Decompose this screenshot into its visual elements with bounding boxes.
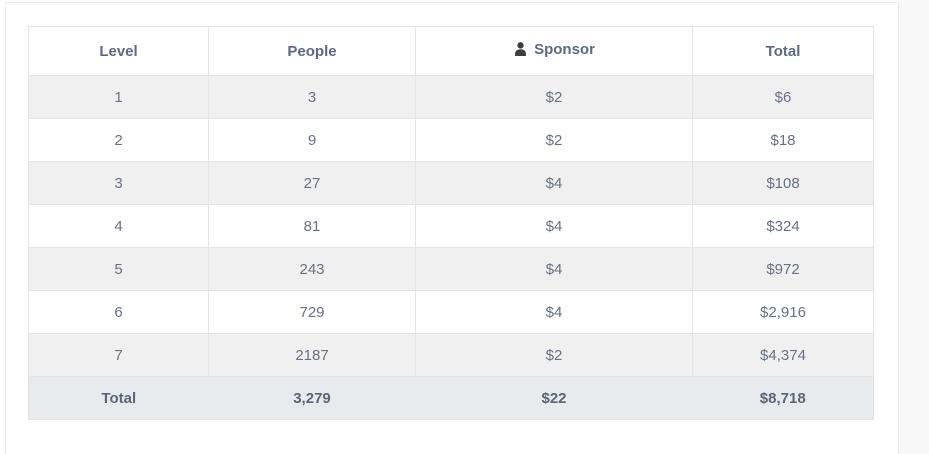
column-header-total: Total [692, 26, 874, 76]
footer-total-label: Total [28, 376, 209, 420]
cell-people: 2187 [208, 333, 416, 377]
column-header-label: Level [99, 42, 138, 60]
table-header-row: Level People Sp [28, 26, 874, 76]
table-row: 7 2187 $2 $4,374 [28, 333, 874, 377]
table-row: 5 243 $4 $972 [28, 247, 874, 291]
cell-level: 1 [28, 75, 209, 119]
content-panel: Level People Sp [5, 2, 899, 454]
levels-table: Level People Sp [28, 26, 874, 420]
cell-level: 2 [28, 118, 209, 162]
cell-sponsor: $4 [415, 204, 693, 248]
cell-people: 243 [208, 247, 416, 291]
table-row: 6 729 $4 $2,916 [28, 290, 874, 334]
column-header-label: Total [765, 42, 801, 60]
table-row: 2 9 $2 $18 [28, 118, 874, 162]
column-header-people: People [208, 26, 416, 76]
cell-sponsor: $4 [415, 290, 693, 334]
cell-total: $108 [692, 161, 874, 205]
table-footer-row: Total 3,279 $22 $8,718 [28, 376, 874, 420]
cell-total: $6 [692, 75, 874, 119]
footer-people-total: 3,279 [208, 376, 416, 420]
cell-sponsor: $2 [415, 333, 693, 377]
cell-people: 27 [208, 161, 416, 205]
column-header-sponsor: Sponsor [415, 26, 693, 76]
column-header-label: People [287, 42, 337, 60]
cell-sponsor: $2 [415, 118, 693, 162]
user-icon [513, 41, 528, 57]
cell-level: 6 [28, 290, 209, 334]
table-row: 1 3 $2 $6 [28, 75, 874, 119]
cell-level: 7 [28, 333, 209, 377]
cell-level: 3 [28, 161, 209, 205]
footer-grand-total: $8,718 [692, 376, 874, 420]
footer-sponsor-total: $22 [415, 376, 693, 420]
cell-total: $972 [692, 247, 874, 291]
cell-people: 3 [208, 75, 416, 119]
cell-sponsor: $2 [415, 75, 693, 119]
cell-total: $2,916 [692, 290, 874, 334]
cell-level: 5 [28, 247, 209, 291]
page-right-gutter [899, 0, 929, 454]
cell-sponsor: $4 [415, 161, 693, 205]
cell-total: $324 [692, 204, 874, 248]
cell-people: 81 [208, 204, 416, 248]
column-header-level: Level [28, 26, 209, 76]
cell-total: $4,374 [692, 333, 874, 377]
cell-sponsor: $4 [415, 247, 693, 291]
column-header-label: Sponsor [534, 40, 595, 58]
cell-level: 4 [28, 204, 209, 248]
cell-people: 9 [208, 118, 416, 162]
cell-people: 729 [208, 290, 416, 334]
table-row: 4 81 $4 $324 [28, 204, 874, 248]
table-row: 3 27 $4 $108 [28, 161, 874, 205]
cell-total: $18 [692, 118, 874, 162]
